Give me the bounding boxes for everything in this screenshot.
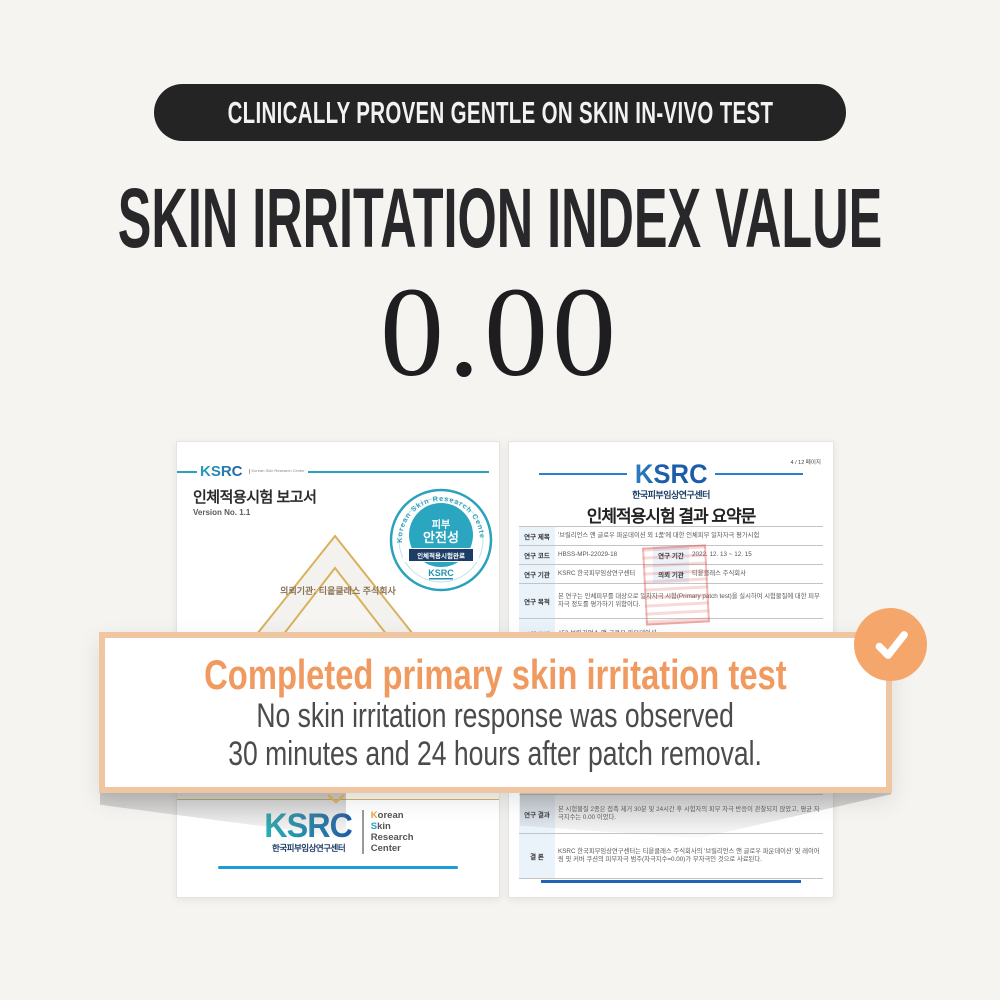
tagline-korean: Korean (370, 810, 404, 821)
left-cert-header: KSRC Korean Skin Research Center (177, 464, 499, 479)
row-value: KSRC 한국피부임상연구센터 (558, 569, 636, 577)
row-label: 결 론 (519, 834, 555, 878)
headline-wrap: SKIN IRRITATION INDEX VALUE (0, 176, 1000, 260)
divider (538, 473, 627, 475)
row-value: HBSS-MPI-22029-18 (558, 550, 618, 558)
right-cert-title: 인체적용시험 결과 요약문 (586, 507, 757, 526)
row-label: 연구 목적 (519, 584, 555, 618)
row-value: 본 연구는 인체피부를 대상으로 일차자극 시험(Primary patch t… (558, 592, 820, 609)
ksrc-logo-korean: 한국피부임상연구센터 (272, 842, 346, 853)
row-value: 티읕클래스 주식회사 (692, 569, 746, 577)
irritation-index-value: 0.00 (380, 261, 620, 403)
gold-chevron (327, 794, 345, 804)
ksrc-logo: KSRC (629, 461, 713, 488)
claim-pill: CLINICALLY PROVEN GENTLE ON SKIN IN-VIVO… (154, 84, 846, 141)
right-cert-header: KSRC (509, 461, 833, 488)
seal-line2: 안전성 (423, 530, 459, 545)
summary-table-bottom: 연구 결과 본 시험물질 2종은 접촉 제거 30분 및 24시간 후 시험자의… (519, 794, 823, 879)
left-cert-footer-logo: KSRC 한국피부임상연구센터 Korean Skin Research Cen… (177, 809, 499, 854)
result-banner-title: Completed primary skin irritation test (204, 650, 787, 698)
left-cert-title: 인체적용시험 보고서 (193, 489, 317, 506)
row-label: 연구 제목 (519, 527, 555, 545)
row-value: '브릴리언스 앤 글로우 파운데이션 외 1품'에 대한 인체피부 일차자극 평… (558, 531, 760, 539)
row-value: 2022. 12. 13 ~ 12. 15 (692, 550, 752, 558)
left-cert-version: Version No. 1.1 (193, 508, 251, 517)
table-row: 결 론 KSRC 한국피부임상연구센터는 티읕클래스 주식회사의 '브릴리언스 … (519, 833, 823, 879)
divider (361, 810, 364, 854)
check-badge (854, 608, 927, 681)
checkmark-icon (875, 630, 908, 659)
seal-ksrc: KSRC (428, 568, 454, 578)
tagline-research: Research (370, 832, 414, 843)
row-label: 연구 기간 (653, 546, 689, 564)
row-label: 연구 기관 (519, 565, 555, 583)
tagline-center: Center (370, 843, 401, 854)
row-value: 본 시험물질 2종은 접촉 제거 30분 및 24시간 후 시험자의 피부 자극… (555, 795, 823, 833)
safety-seal: Korean Skin Research Center 피부 안전성 인체적용시… (389, 488, 493, 592)
table-row: 연구 제목 '브릴리언스 앤 글로우 파운데이션 외 1품'에 대한 인체피부 … (519, 526, 823, 545)
divider (177, 470, 197, 473)
tagline-skin: Skin (370, 821, 391, 832)
page-number-label: 4 / 12 페이지 (790, 460, 821, 466)
table-row: 연구 목적 본 연구는 인체피부를 대상으로 일차자극 시험(Primary p… (519, 583, 823, 618)
row-label: 연구 코드 (519, 546, 555, 564)
ksrc-logo: KSRC (197, 464, 246, 479)
seal-band: 인체적용시험완료 (417, 551, 465, 560)
seal-line1: 피부 (432, 518, 450, 531)
row-label: 연구 결과 (519, 795, 555, 833)
page-title: SKIN IRRITATION INDEX VALUE (117, 171, 883, 265)
ksrc-logo-korean: 한국피부임상연구센터 (632, 490, 710, 500)
divider (715, 473, 804, 475)
result-banner-line1: No skin irritation response was observed (256, 696, 735, 735)
table-row: 연구 기관 KSRC 한국피부임상연구센터 의뢰 기관 티읕클래스 주식회사 (519, 564, 823, 583)
footer-rule (541, 880, 801, 883)
left-cert-client-line: 의뢰기관: 티읕클래스 주식회사 (280, 586, 396, 596)
result-banner: Completed primary skin irritation test N… (99, 632, 892, 793)
red-approval-stamp (642, 544, 710, 626)
result-banner-line2: 30 minutes and 24 hours after patch remo… (228, 734, 763, 773)
footer-rule (218, 866, 458, 869)
divider (307, 470, 489, 473)
table-row: 연구 코드 HBSS-MPI-22029-18 연구 기간 2022. 12. … (519, 545, 823, 564)
row-value: KSRC 한국피부임상연구센터는 티읕클래스 주식회사의 '브릴리언스 앤 글로… (558, 847, 820, 864)
ksrc-logo-tagline: Korean Skin Research Center (248, 469, 305, 474)
table-row: 연구 결과 본 시험물질 2종은 접촉 제거 30분 및 24시간 후 시험자의… (519, 794, 823, 833)
ksrc-logo-large: KSRC (265, 809, 354, 843)
claim-pill-label: CLINICALLY PROVEN GENTLE ON SKIN IN-VIVO… (227, 94, 773, 130)
row-label: 의뢰 기관 (653, 565, 689, 583)
